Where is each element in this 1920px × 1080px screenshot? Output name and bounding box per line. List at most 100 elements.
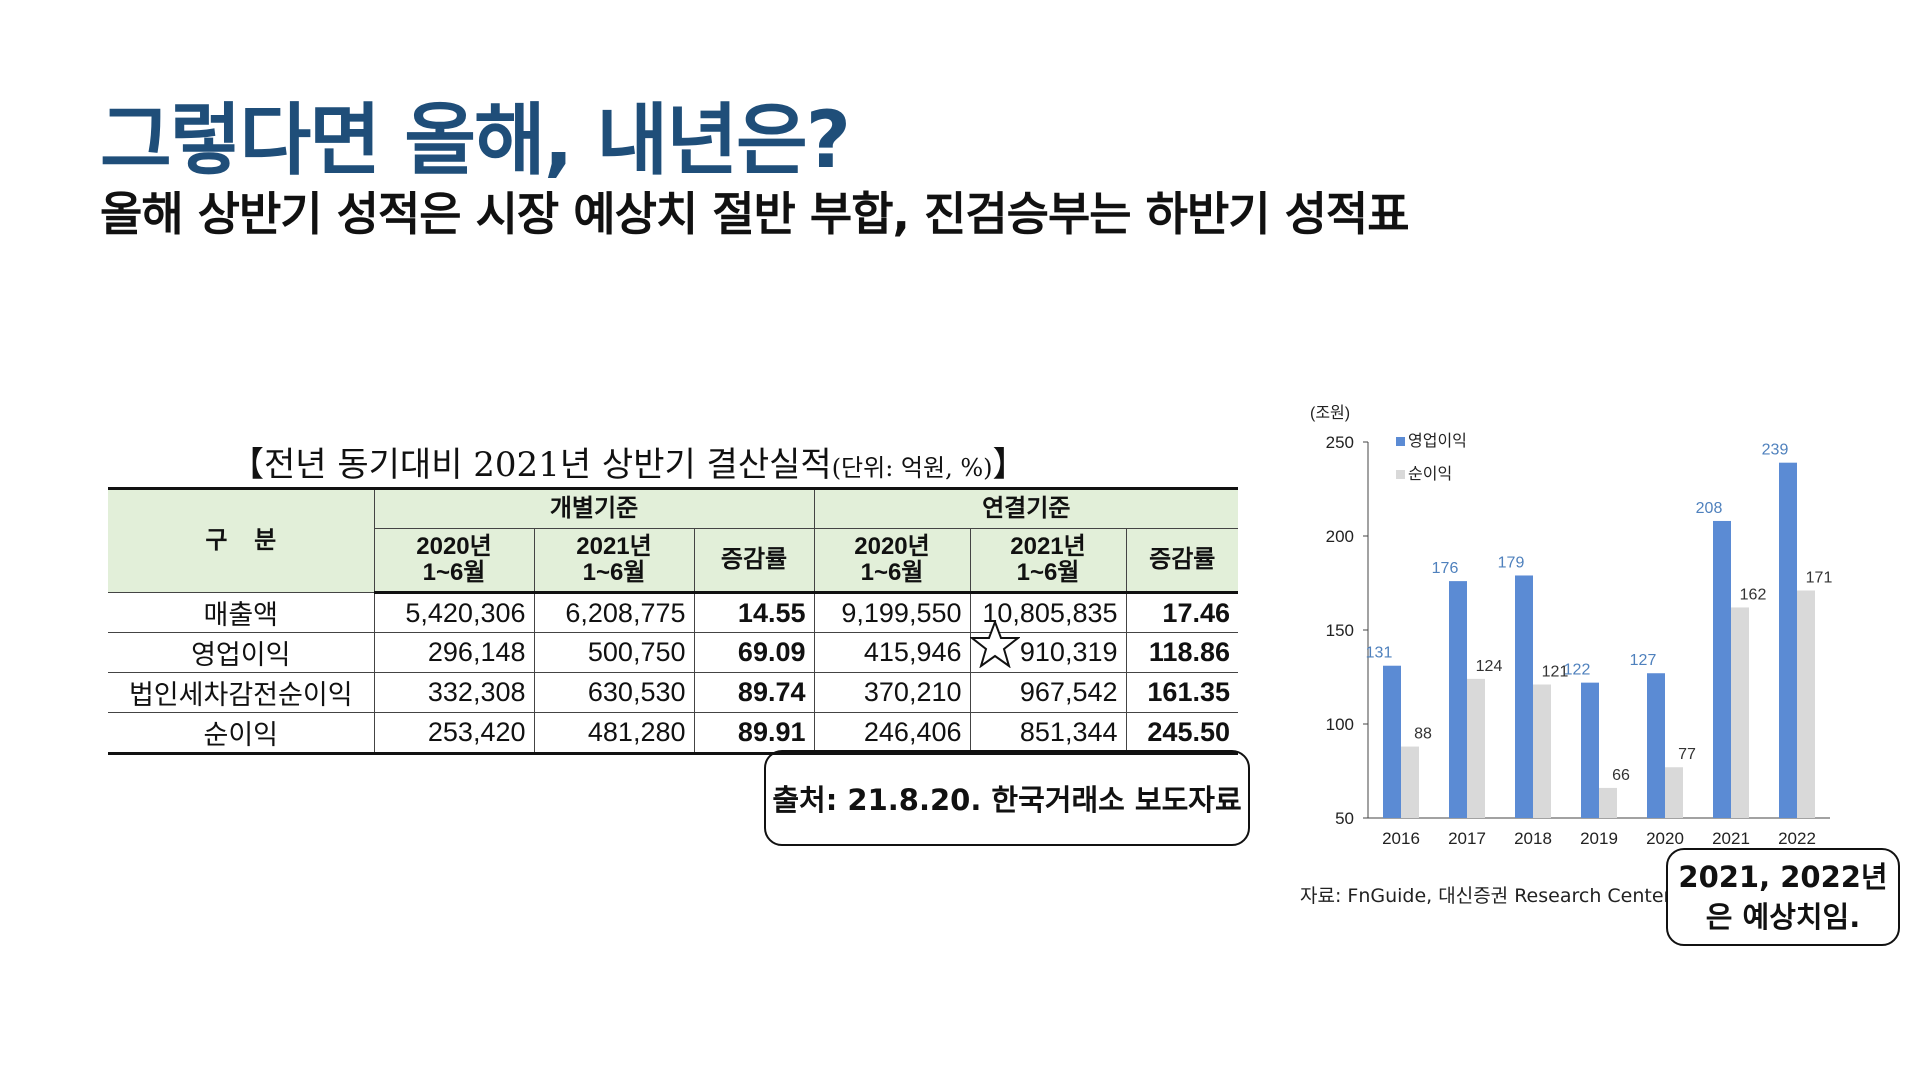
cell-con-change: 245.50 [1125,712,1238,754]
cell-con-2021: 851,344 [969,712,1127,754]
y-tick-label: 200 [1326,527,1354,546]
table-row: 영업이익 296,148 500,750 69.09 415,946 910,3… [108,632,1238,673]
y-tick-label: 50 [1335,809,1354,828]
header-year: 2020년 [416,533,492,560]
cell-sep-change: 14.55 [693,592,815,633]
y-axis: 50 100 150 200 250 [1326,433,1830,828]
chart-source: 자료: FnGuide, 대신증권 Research Center [1300,885,1672,907]
cell-con-2020: 246,406 [813,712,971,754]
x-tick-label: 2021 [1712,829,1750,848]
bar-net-income [1401,746,1419,818]
data-label: 124 [1476,658,1503,675]
forecast-note: 2021, 2022년 은 예상치임. [1666,848,1900,946]
data-label: 127 [1630,652,1657,669]
header-sep-change: 증감률 [693,528,815,594]
cell-sep-2021: 630,530 [533,672,695,713]
header-category: 구 분 [108,488,375,593]
bar-series: 2016 131 88 2017 176 124 2018 179 121 2019 122 66 20… [1366,442,1833,848]
data-label: 121 [1542,664,1569,681]
data-label: 162 [1740,586,1767,603]
table-caption: 【전년 동기대비 2021년 상반기 결산실적(단위: 억원, %)】 [230,437,1027,486]
legend-label: 영업이익 [1408,431,1467,450]
row-label: 순이익 [108,712,375,754]
legend-label: 순이익 [1408,464,1452,483]
header-group-consolidated: 연결기준 [813,488,1238,529]
x-tick-label: 2019 [1580,829,1618,848]
y-tick-label: 250 [1326,433,1354,452]
header-con-change: 증감률 [1125,528,1238,594]
header-con-2020: 2020년 1~6월 [813,528,971,594]
data-label: 171 [1806,570,1833,587]
bar-net-income [1797,590,1815,818]
slide-subtitle: 올해 상반기 성적은 시장 예상치 절반 부합, 진검승부는 하반기 성적표 [100,187,1410,241]
bar-net-income [1731,607,1749,818]
bar-net-income [1533,684,1551,818]
forecast-note-line2: 은 예상치임. [1705,900,1861,934]
data-label: 77 [1678,746,1696,763]
cell-sep-2020: 253,420 [373,712,535,754]
data-label: 88 [1414,726,1432,743]
cell-sep-change: 89.91 [693,712,815,754]
table-caption-main: 【전년 동기대비 2021년 상반기 결산실적 [230,445,832,485]
cell-sep-2021: 6,208,775 [533,592,695,633]
header-sep-2020: 2020년 1~6월 [374,528,535,594]
header-period: 1~6월 [582,559,646,586]
data-label: 122 [1564,662,1591,679]
x-tick-label: 2017 [1448,829,1486,848]
x-tick-label: 2022 [1778,829,1816,848]
cell-sep-2020: 5,420,306 [373,592,535,633]
slide-title: 그렇다면 올해, 내년은? [100,96,851,186]
table-caption-unit: (단위: 억원, %) [831,454,993,482]
header-con-2021: 2021년 1~6월 [969,528,1127,594]
table-row: 법인세차감전순이익 332,308 630,530 89.74 370,210 … [108,672,1238,713]
table-row: 순이익 253,420 481,280 89.91 246,406 851,34… [108,712,1238,754]
header-period: 1~6월 [422,559,486,586]
header-year: 2021년 [1010,533,1086,560]
header-group-separate: 개별기준 [373,488,815,529]
cell-con-change: 118.86 [1125,632,1238,673]
data-label: 131 [1366,645,1393,662]
cell-con-change: 17.46 [1125,592,1238,633]
legend-swatch [1396,437,1405,446]
bar-operating-profit [1449,581,1467,818]
table-row: 매출액 5,420,306 6,208,775 14.55 9,199,550 … [108,592,1238,633]
y-tick-label: 100 [1326,715,1354,734]
x-tick-label: 2020 [1646,829,1684,848]
header-period: 1~6월 [860,559,924,586]
x-tick-label: 2016 [1382,829,1420,848]
y-axis-unit: (조원) [1310,404,1350,422]
cell-con-2020: 370,210 [813,672,971,713]
cell-sep-2021: 500,750 [533,632,695,673]
bar-operating-profit [1515,575,1533,818]
source-note: 출처: 21.8.20. 한국거래소 보도자료 [764,750,1250,846]
cell-sep-2020: 332,308 [373,672,535,713]
header-year: 2021년 [576,533,652,560]
data-label: 208 [1696,500,1723,517]
row-label: 영업이익 [108,632,375,673]
row-label: 법인세차감전순이익 [108,672,375,713]
star-icon [970,620,1020,668]
bar-operating-profit [1581,682,1599,818]
bar-net-income [1467,678,1485,818]
cell-sep-2020: 296,148 [373,632,535,673]
header-year: 2020년 [854,533,930,560]
row-label: 매출액 [108,592,375,633]
legend-swatch [1396,470,1405,479]
table-caption-end: 】 [992,445,1027,485]
data-label: 66 [1612,767,1630,784]
header-sep-2021: 2021년 1~6월 [533,528,695,594]
bar-operating-profit [1383,665,1401,818]
cell-con-change: 161.35 [1125,672,1238,713]
results-table: 구 분 개별기준 연결기준 2020년 1~6월 2021년 1~6월 증감률 20… [108,487,1238,755]
bar-operating-profit [1713,520,1731,818]
x-tick-label: 2018 [1514,829,1552,848]
cell-sep-2021: 481,280 [533,712,695,754]
bar-net-income [1665,767,1683,818]
header-period: 1~6월 [1016,559,1080,586]
forecast-note-line1: 2021, 2022년 [1678,860,1888,894]
cell-con-2021: 967,542 [969,672,1127,713]
cell-con-2020: 415,946 [813,632,971,673]
y-tick-label: 150 [1326,621,1354,640]
